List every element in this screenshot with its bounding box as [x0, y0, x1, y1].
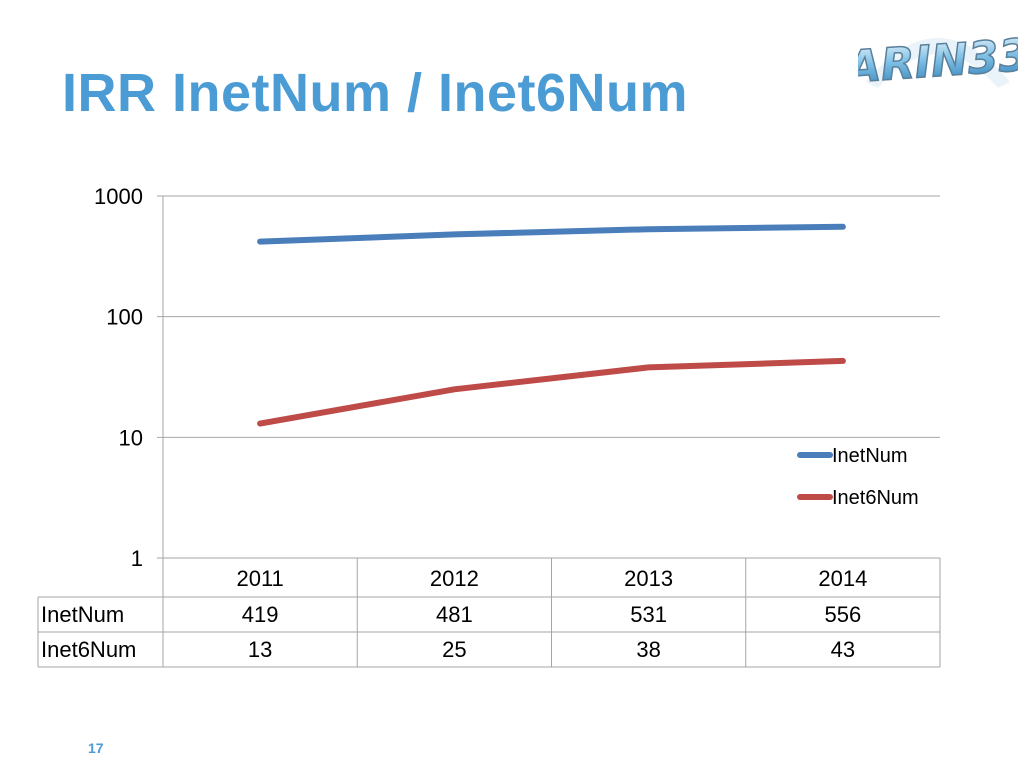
grid-layer: 1 10 100 1000: [94, 184, 940, 571]
table-row-label: Inet6Num: [41, 637, 136, 662]
slide-title: IRR InetNum / Inet6Num: [62, 63, 689, 123]
arin33-logo: ARIN33: [858, 29, 1018, 94]
table-cell: 38: [636, 637, 660, 662]
series-layer: [257, 223, 846, 427]
category-label: 2012: [430, 566, 479, 591]
y-tick-label: 100: [106, 305, 143, 330]
table-cell: 419: [242, 602, 279, 627]
y-tick-label: 10: [119, 425, 143, 450]
page-number: 17: [88, 740, 104, 756]
table-cell: 481: [436, 602, 473, 627]
table-cell: 556: [825, 602, 862, 627]
table-row-label: InetNum: [41, 602, 124, 627]
series-line-inetnum: [257, 223, 846, 245]
legend-label: Inet6Num: [832, 487, 919, 509]
table-cell: 43: [831, 637, 855, 662]
series-line-inet6num: [257, 357, 846, 427]
y-tick-label: 1: [131, 546, 143, 571]
logo-text: ARIN33: [858, 30, 1018, 94]
table-cell: 531: [630, 602, 667, 627]
table-cell: 13: [248, 637, 272, 662]
y-tick-label: 1000: [94, 184, 143, 209]
legend: InetNum Inet6Num: [797, 445, 919, 509]
category-label: 2011: [236, 566, 283, 591]
category-label: 2014: [818, 566, 867, 591]
category-label: 2013: [624, 566, 673, 591]
table-cell: 25: [442, 637, 466, 662]
legend-label: InetNum: [832, 445, 908, 467]
data-table: 2011 2012 2013 2014 InetNum 419 481 531 556 Inet6…: [37, 557, 941, 668]
